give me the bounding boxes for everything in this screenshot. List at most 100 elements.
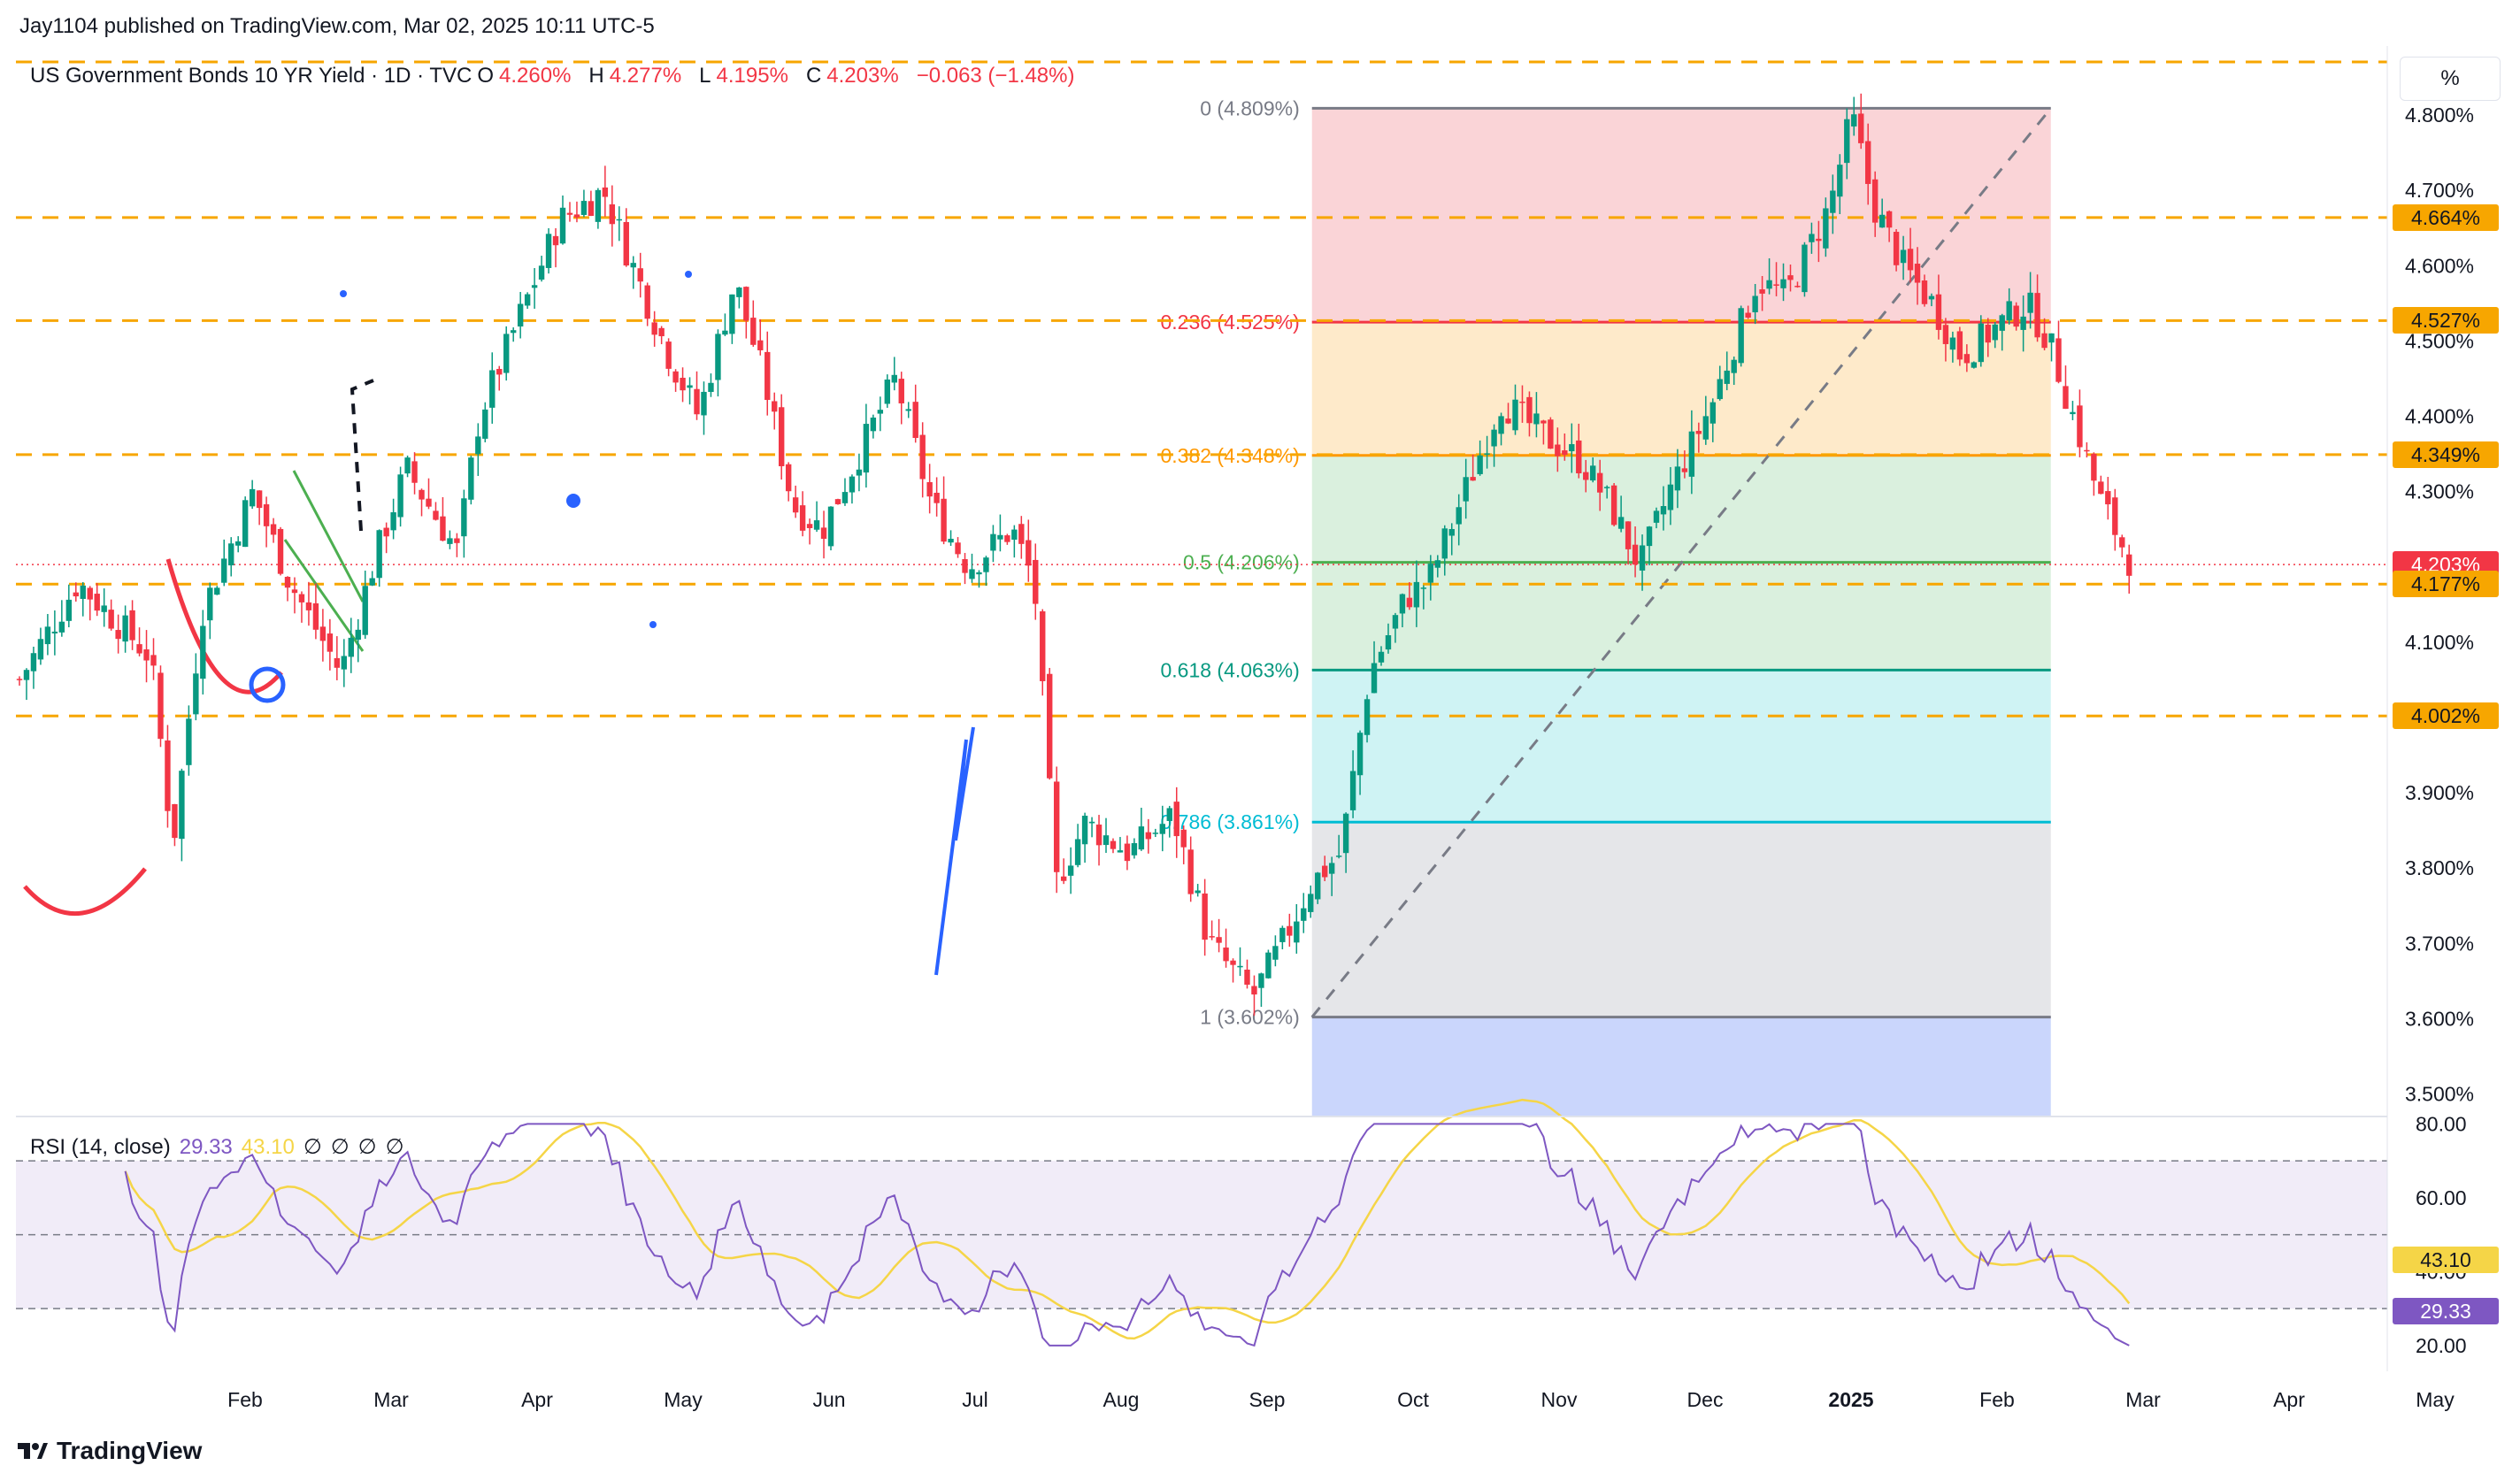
candle-body bbox=[1251, 986, 1257, 995]
candle-body bbox=[1004, 535, 1010, 542]
candle-body bbox=[277, 528, 284, 574]
fib-trend-line bbox=[1310, 107, 2052, 1018]
candle-body bbox=[496, 369, 503, 375]
tradingview-brand[interactable]: TradingView bbox=[18, 1437, 202, 1465]
candle-body bbox=[630, 263, 636, 268]
candle-body bbox=[193, 673, 199, 715]
candle-body bbox=[1180, 829, 1187, 848]
candle-body bbox=[1667, 484, 1674, 510]
close-label: C bbox=[805, 64, 822, 88]
candle-body bbox=[270, 524, 277, 535]
price-level-label: 4.664% bbox=[2393, 203, 2499, 231]
candle-body bbox=[73, 592, 79, 597]
high-label: H bbox=[588, 64, 604, 88]
candle-body bbox=[672, 371, 679, 383]
published-caption: Jay1104 published on TradingView.com, Ma… bbox=[19, 14, 655, 38]
rsi-legend[interactable]: RSI (14, close) 29.33 43.10 ∅ ∅ ∅ ∅ bbox=[30, 1134, 403, 1160]
candle-body bbox=[898, 379, 904, 403]
candle-body bbox=[80, 585, 86, 599]
rsi-value-label: 29.33 bbox=[2393, 1297, 2499, 1324]
candle-body bbox=[1610, 485, 1617, 526]
candle-body bbox=[186, 718, 192, 765]
candle-body bbox=[461, 498, 467, 537]
price-tick-label: 4.700% bbox=[2405, 179, 2474, 202]
candle-body bbox=[2020, 316, 2026, 330]
candle-body bbox=[1576, 440, 1582, 474]
candle-body bbox=[976, 572, 982, 575]
candle-body bbox=[1949, 337, 1956, 350]
candle-body bbox=[1053, 781, 1060, 872]
fibonacci-retracement[interactable]: 0 (4.809%)0.236 (4.525%)0.382 (4.348%)0.… bbox=[1160, 96, 2052, 1117]
channel-line-top bbox=[292, 470, 365, 602]
rsi-title[interactable]: RSI (14, close) bbox=[30, 1135, 171, 1159]
candle-body bbox=[1942, 325, 1949, 344]
candle-body bbox=[122, 615, 128, 642]
candle-body bbox=[65, 599, 73, 621]
candle-body bbox=[1900, 249, 1907, 264]
candle-body bbox=[319, 626, 327, 641]
candle-body bbox=[813, 520, 820, 530]
candle-body bbox=[383, 527, 389, 537]
candle-body bbox=[1491, 429, 1497, 447]
candle-body bbox=[834, 499, 841, 504]
candle-body bbox=[580, 201, 588, 215]
candle-body bbox=[143, 648, 150, 661]
rsi-tick-label: 20.00 bbox=[2416, 1334, 2467, 1357]
candle-body bbox=[1745, 312, 1751, 318]
candle-body bbox=[1095, 825, 1102, 846]
candle-body bbox=[1625, 521, 1632, 549]
candle-body bbox=[404, 457, 411, 474]
candle-body bbox=[863, 424, 870, 473]
candle-body bbox=[454, 538, 460, 543]
red-arc-drawing bbox=[23, 867, 147, 917]
candle-body bbox=[158, 672, 164, 740]
horizontal-levels[interactable] bbox=[16, 60, 2387, 717]
candle-body bbox=[1152, 833, 1159, 834]
open-value: 4.260% bbox=[499, 64, 572, 88]
candle-body bbox=[743, 287, 749, 321]
candle-body bbox=[841, 492, 849, 503]
candle-body bbox=[694, 388, 700, 415]
candle-body bbox=[327, 633, 334, 652]
candle-body bbox=[962, 559, 968, 573]
candle-body bbox=[926, 481, 933, 497]
candle-body bbox=[1505, 418, 1511, 424]
rsi-value: 29.33 bbox=[179, 1135, 233, 1159]
candle-body bbox=[1717, 379, 1723, 400]
candle-body bbox=[1907, 249, 1914, 271]
candle-body bbox=[411, 461, 418, 483]
symbol-title[interactable]: US Government Bonds 10 YR Yield · 1D · T… bbox=[30, 64, 472, 88]
candle-body bbox=[1928, 295, 1935, 300]
time-tick-label: Mar bbox=[373, 1388, 409, 1411]
percent-scale-button[interactable]: % bbox=[2400, 57, 2501, 101]
symbol-legend[interactable]: US Government Bonds 10 YR Yield · 1D · T… bbox=[30, 64, 1087, 88]
rsi-na-2: ∅ bbox=[330, 1135, 350, 1159]
candle-body bbox=[23, 670, 30, 680]
candle-body bbox=[750, 318, 757, 345]
candle-body bbox=[1427, 564, 1434, 583]
price-level-label: 4.177% bbox=[2393, 571, 2499, 598]
drawings[interactable] bbox=[23, 271, 975, 976]
candle-body bbox=[355, 629, 361, 641]
candle-body bbox=[129, 610, 135, 641]
candle-body bbox=[482, 409, 488, 439]
candle-body bbox=[701, 391, 707, 416]
candle-body bbox=[1519, 401, 1525, 403]
candle-body bbox=[510, 330, 517, 334]
candle-body bbox=[341, 656, 348, 670]
price-tick-label: 3.900% bbox=[2405, 781, 2474, 804]
candle-body bbox=[108, 610, 114, 629]
candle-body bbox=[1512, 399, 1518, 431]
candle-body bbox=[312, 602, 319, 630]
candle-body bbox=[150, 655, 157, 666]
price-tick-label: 4.300% bbox=[2405, 480, 2474, 503]
time-tick-label: Feb bbox=[1979, 1388, 2015, 1411]
candle-body bbox=[101, 605, 107, 612]
candle-body bbox=[1110, 840, 1117, 849]
price-level-label: 4.002% bbox=[2393, 702, 2499, 730]
candle-body bbox=[1294, 921, 1300, 943]
time-tick-label: Jun bbox=[812, 1388, 845, 1411]
candle-body bbox=[1026, 540, 1032, 566]
candle-body bbox=[1921, 280, 1928, 304]
